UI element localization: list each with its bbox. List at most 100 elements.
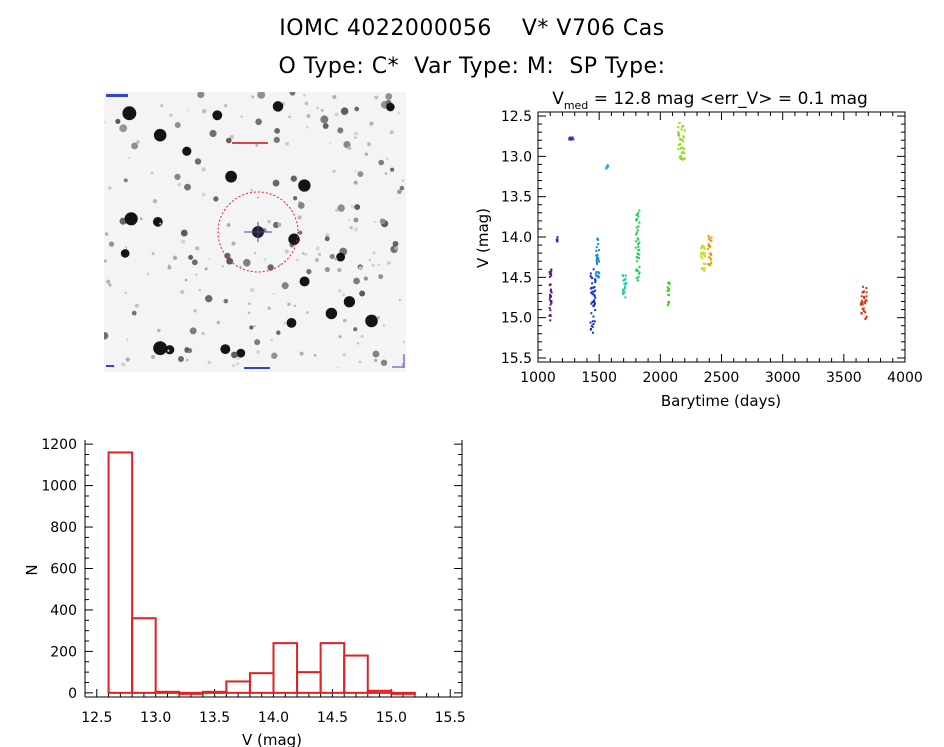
star bbox=[329, 253, 335, 259]
data-point bbox=[549, 283, 552, 286]
star bbox=[248, 302, 251, 305]
star bbox=[303, 93, 306, 97]
data-point bbox=[707, 244, 710, 247]
star bbox=[283, 322, 286, 325]
star bbox=[288, 233, 300, 245]
light-curve-segment bbox=[548, 268, 553, 322]
chart-title-line-2: O Type: C* Var Type: M: SP Type: bbox=[0, 54, 944, 79]
light-curve-segment bbox=[677, 121, 686, 161]
star bbox=[353, 217, 359, 223]
data-point bbox=[590, 324, 593, 327]
data-point bbox=[635, 268, 638, 271]
data-point bbox=[570, 136, 573, 139]
star bbox=[301, 251, 305, 255]
data-point bbox=[701, 246, 704, 249]
data-point bbox=[569, 136, 572, 139]
star bbox=[315, 246, 320, 251]
data-point bbox=[677, 134, 680, 137]
data-point bbox=[589, 321, 592, 324]
data-point bbox=[860, 312, 863, 315]
star bbox=[191, 259, 198, 266]
data-point bbox=[682, 140, 685, 143]
data-point bbox=[637, 212, 640, 215]
data-point bbox=[700, 253, 703, 256]
data-point bbox=[622, 289, 625, 292]
star bbox=[181, 239, 186, 244]
data-point bbox=[593, 303, 596, 306]
star bbox=[195, 273, 198, 276]
histogram-bar bbox=[272, 642, 299, 694]
histogram-bar bbox=[107, 451, 134, 694]
data-point bbox=[682, 150, 685, 153]
star bbox=[131, 310, 137, 316]
data-point bbox=[636, 237, 639, 240]
data-point bbox=[865, 287, 868, 290]
data-point bbox=[589, 275, 592, 278]
variability-type: Var Type: M: bbox=[414, 54, 555, 79]
light-curve-segment bbox=[594, 237, 601, 279]
star bbox=[336, 366, 339, 369]
data-point bbox=[592, 290, 595, 293]
y-tick-label: 13.5 bbox=[501, 190, 532, 206]
star bbox=[249, 325, 254, 330]
star bbox=[304, 101, 309, 106]
data-point bbox=[864, 311, 867, 314]
star bbox=[124, 246, 128, 249]
y-tick-label: 600 bbox=[50, 562, 77, 578]
data-point bbox=[681, 146, 684, 149]
star bbox=[167, 265, 172, 270]
star bbox=[367, 142, 371, 147]
star bbox=[239, 265, 242, 268]
histogram-bar bbox=[154, 690, 181, 694]
data-point bbox=[865, 299, 868, 302]
star bbox=[299, 351, 304, 356]
y-tick-label: 0 bbox=[68, 686, 77, 702]
star bbox=[124, 212, 138, 226]
star bbox=[377, 263, 381, 267]
data-point bbox=[667, 294, 670, 297]
data-point bbox=[865, 315, 868, 318]
image-label-mark-bottom-left bbox=[106, 365, 114, 367]
star bbox=[184, 278, 188, 282]
data-point bbox=[589, 287, 592, 290]
star bbox=[314, 257, 319, 262]
data-point bbox=[703, 252, 706, 255]
data-point bbox=[548, 307, 551, 310]
star bbox=[325, 233, 330, 238]
star bbox=[305, 125, 309, 129]
star bbox=[376, 316, 381, 320]
data-point bbox=[863, 301, 866, 304]
data-point bbox=[679, 143, 682, 146]
star bbox=[236, 348, 246, 358]
data-point bbox=[704, 263, 707, 266]
star bbox=[363, 276, 368, 281]
data-point bbox=[598, 272, 601, 275]
star bbox=[345, 114, 348, 117]
data-point bbox=[594, 272, 597, 275]
star bbox=[187, 109, 190, 112]
data-point bbox=[702, 262, 705, 265]
data-point bbox=[683, 147, 686, 150]
star bbox=[104, 332, 109, 340]
data-point bbox=[597, 238, 600, 241]
data-point bbox=[636, 269, 639, 272]
star bbox=[104, 121, 106, 124]
star bbox=[188, 254, 194, 260]
data-point bbox=[667, 289, 670, 292]
data-point bbox=[635, 218, 638, 221]
data-point bbox=[595, 254, 598, 257]
data-point bbox=[862, 291, 865, 294]
star bbox=[201, 192, 206, 197]
data-point bbox=[701, 267, 704, 270]
data-point bbox=[635, 268, 638, 271]
star bbox=[272, 179, 280, 187]
star bbox=[274, 127, 280, 134]
star bbox=[298, 179, 311, 192]
data-point bbox=[571, 136, 574, 139]
star bbox=[401, 179, 405, 182]
data-point bbox=[637, 257, 640, 260]
data-point bbox=[638, 221, 641, 224]
star bbox=[347, 146, 352, 151]
data-point bbox=[595, 261, 598, 264]
data-point bbox=[668, 288, 671, 291]
